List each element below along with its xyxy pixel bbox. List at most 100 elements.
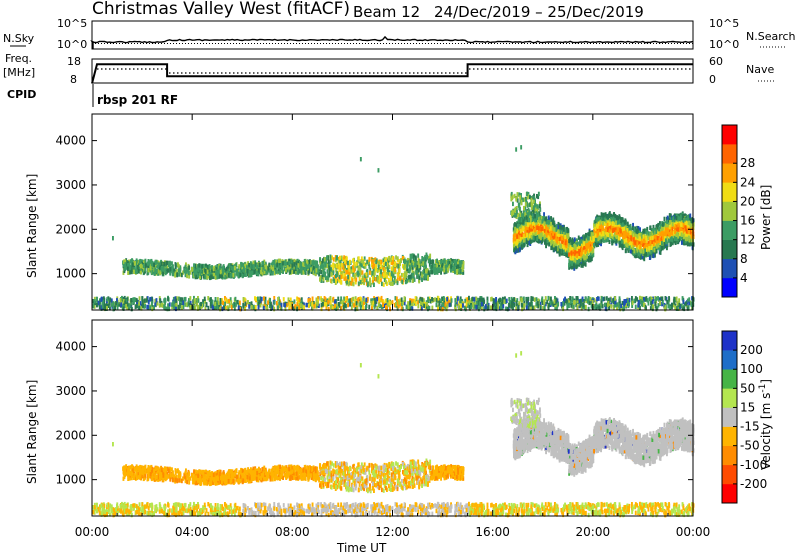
power-echo bbox=[201, 264, 204, 269]
power-echo bbox=[150, 301, 153, 306]
power-echo bbox=[171, 271, 174, 277]
power-echo bbox=[394, 267, 396, 272]
power-echo bbox=[388, 280, 391, 285]
power-echo bbox=[663, 302, 666, 308]
power-echo bbox=[435, 297, 438, 303]
power-echo bbox=[552, 302, 555, 307]
power-echo bbox=[116, 305, 119, 310]
power-echo bbox=[600, 298, 603, 304]
nsky-left-label: N.Sky bbox=[3, 32, 35, 45]
power-echo bbox=[440, 259, 442, 265]
power-echo bbox=[211, 265, 213, 270]
power-echo bbox=[484, 304, 487, 310]
power-echo bbox=[683, 302, 686, 307]
power-echo bbox=[163, 261, 166, 267]
power-echo bbox=[144, 263, 147, 269]
power-echo bbox=[139, 301, 142, 306]
power-echo bbox=[254, 305, 257, 310]
power-echo bbox=[597, 296, 600, 301]
power-echo bbox=[119, 302, 122, 307]
power-echo bbox=[600, 303, 602, 308]
power-echo bbox=[486, 296, 489, 301]
power-echo bbox=[438, 306, 441, 311]
power-echo bbox=[295, 269, 298, 274]
power-echo bbox=[233, 306, 236, 311]
power-echo bbox=[643, 297, 645, 302]
power-echo bbox=[307, 263, 310, 269]
power-echo bbox=[127, 270, 130, 275]
power-echo bbox=[405, 276, 408, 281]
power-echo bbox=[299, 268, 302, 273]
power-echo bbox=[149, 305, 152, 310]
power-echo bbox=[655, 299, 658, 304]
power-echo bbox=[638, 303, 641, 308]
power-echo bbox=[621, 300, 624, 306]
power-echo bbox=[625, 298, 628, 303]
power-echo bbox=[360, 259, 363, 264]
power-echo bbox=[320, 269, 323, 275]
power-echo bbox=[530, 305, 532, 311]
power-echo bbox=[312, 270, 315, 275]
power-echo bbox=[308, 301, 311, 306]
power-echo bbox=[435, 302, 438, 308]
power-echo bbox=[522, 296, 525, 301]
power-echo bbox=[329, 300, 332, 305]
power-echo bbox=[482, 302, 484, 307]
power-echo bbox=[282, 261, 284, 266]
power-echo bbox=[391, 275, 393, 280]
power-echo bbox=[525, 298, 528, 304]
power-echo bbox=[268, 262, 271, 267]
power-echo bbox=[226, 305, 229, 310]
power-echo bbox=[443, 300, 446, 306]
power-echo bbox=[490, 297, 492, 302]
power-echo bbox=[296, 306, 298, 312]
power-echo bbox=[390, 266, 393, 271]
power-echo bbox=[437, 267, 440, 272]
power-echo bbox=[325, 258, 327, 264]
power-echo bbox=[312, 265, 315, 271]
power-echo bbox=[355, 301, 358, 306]
power-echo bbox=[262, 305, 265, 311]
power-echo bbox=[196, 272, 199, 277]
power-echo bbox=[510, 296, 513, 302]
power-echo bbox=[472, 302, 474, 308]
power-echo bbox=[157, 271, 159, 276]
power-echo bbox=[427, 258, 430, 264]
power-echo bbox=[235, 300, 238, 305]
power-echo bbox=[301, 304, 304, 309]
power-echo bbox=[531, 305, 534, 310]
power-echo bbox=[303, 305, 306, 310]
power-echo bbox=[372, 300, 375, 305]
power-echo bbox=[172, 296, 175, 302]
power-echo bbox=[335, 278, 337, 284]
power-echo bbox=[562, 306, 565, 312]
power-echo bbox=[605, 302, 608, 308]
power-echo bbox=[196, 264, 199, 269]
power-echo bbox=[104, 303, 107, 308]
power-echo bbox=[398, 300, 401, 305]
power-echo bbox=[142, 303, 144, 308]
power-echo bbox=[96, 303, 98, 308]
power-echo bbox=[351, 278, 354, 283]
power-echo bbox=[180, 299, 183, 305]
power-echo bbox=[533, 305, 536, 310]
power-echo bbox=[209, 301, 212, 307]
power-echo bbox=[566, 302, 569, 308]
power-echo bbox=[628, 302, 630, 307]
power-echo bbox=[380, 277, 382, 283]
power-echo bbox=[464, 298, 467, 304]
power-echo bbox=[396, 304, 399, 309]
power-echo bbox=[204, 305, 207, 311]
power-echo bbox=[259, 296, 262, 301]
power-echo bbox=[253, 269, 256, 275]
power-echo bbox=[107, 296, 110, 301]
power-echo bbox=[263, 296, 265, 301]
power-echo bbox=[602, 296, 605, 302]
power-echo bbox=[473, 304, 476, 309]
power-echo bbox=[284, 303, 286, 308]
power-echo bbox=[174, 264, 177, 269]
power-echo bbox=[201, 303, 203, 309]
power-echo bbox=[275, 259, 278, 265]
power-echo bbox=[246, 269, 249, 274]
power-echo bbox=[210, 297, 212, 302]
